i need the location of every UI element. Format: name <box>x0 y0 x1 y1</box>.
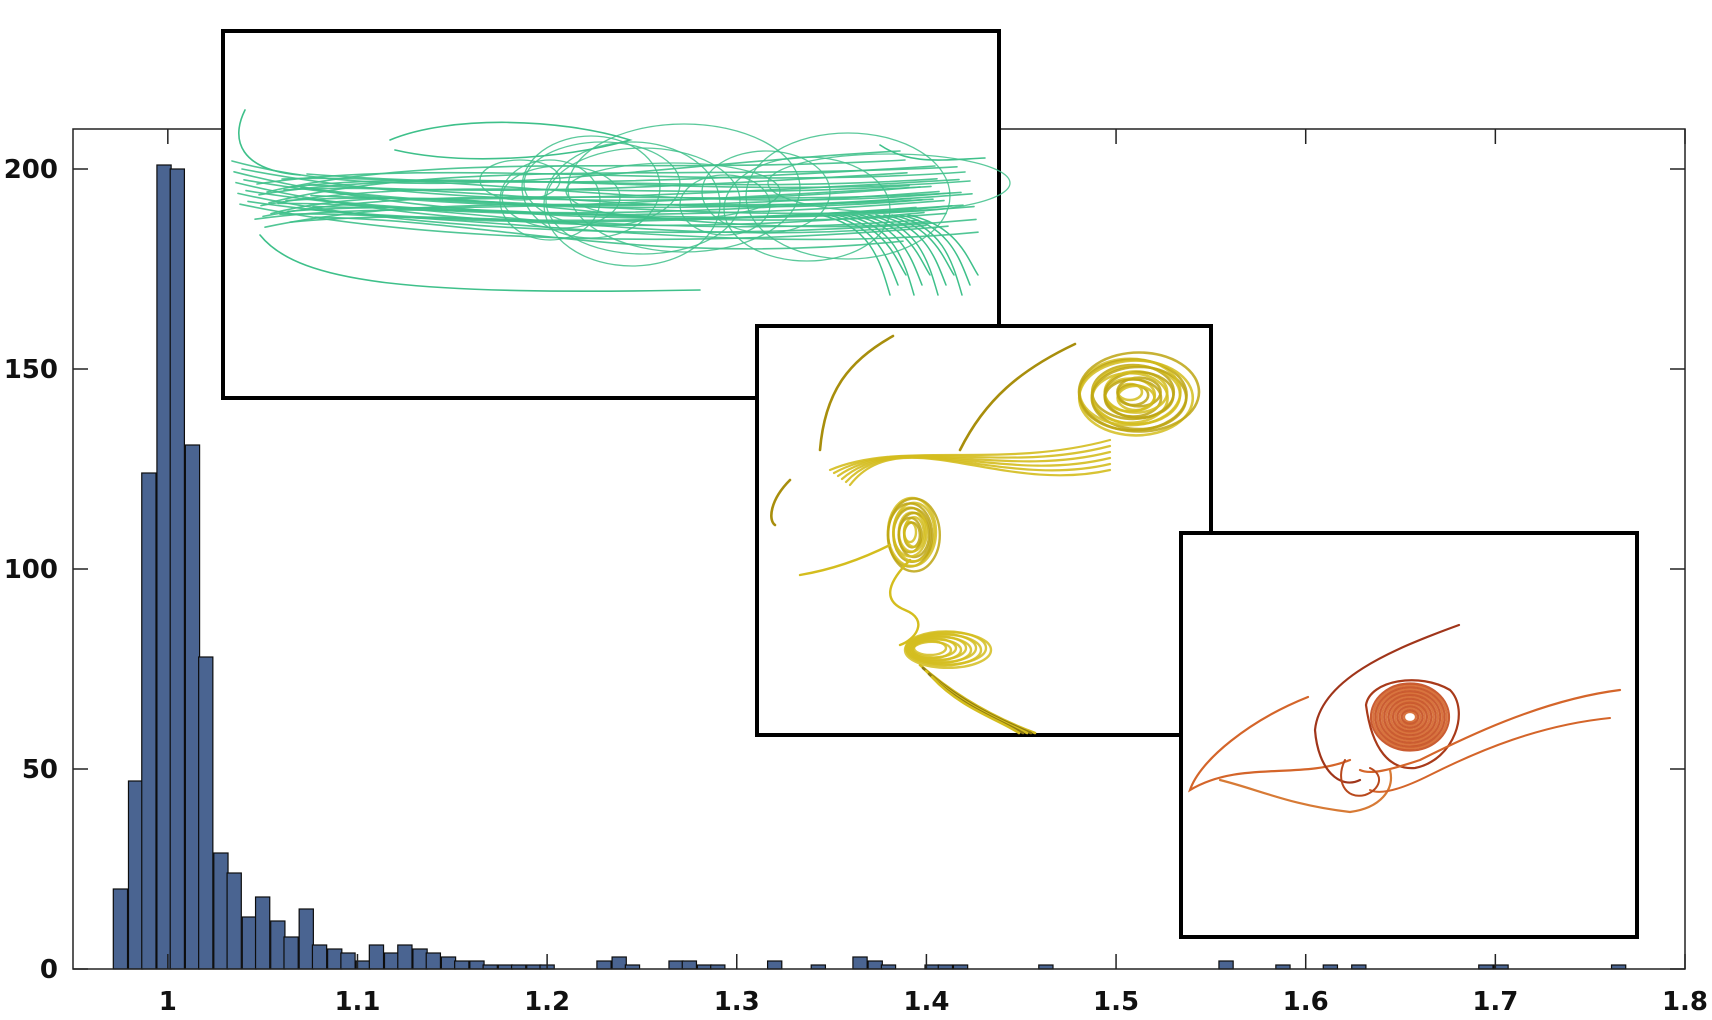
histogram-bar <box>127 780 144 970</box>
axis-tick-labels: 1 1.1 1.2 1.3 1.4 1.5 1.6 1.7 1.8 0 50 100 150 200 <box>4 155 1708 1017</box>
x-tick-label: 1.7 <box>1472 987 1518 1017</box>
inset-orange-streamlines <box>1179 531 1639 939</box>
y-tick-label: 200 <box>4 155 58 185</box>
y-tick-label: 100 <box>4 555 58 585</box>
x-tick-label: 1.3 <box>714 987 760 1017</box>
histogram-bar <box>596 960 612 970</box>
histogram-bar <box>311 944 328 970</box>
histogram-bar <box>412 948 428 970</box>
histogram-bar <box>241 916 258 970</box>
histogram-bar <box>1218 960 1234 970</box>
histogram-bar <box>254 896 271 970</box>
histogram-bar <box>340 952 356 970</box>
x-tick-label: 1.2 <box>524 987 570 1017</box>
histogram-bar <box>213 852 229 970</box>
y-tick-label: 0 <box>40 955 58 985</box>
histogram-bar <box>611 956 627 970</box>
x-tick-label: 1.8 <box>1662 987 1708 1017</box>
histogram-bar <box>766 960 783 970</box>
histogram-bar <box>397 944 413 970</box>
histogram-bar <box>141 472 157 970</box>
histogram-bar <box>867 960 883 970</box>
x-tick-label: 1 <box>159 987 177 1017</box>
histogram-bar <box>112 888 129 970</box>
histogram-bar <box>283 936 299 970</box>
y-tick-label: 50 <box>22 755 58 785</box>
x-tick-label: 1.4 <box>903 987 949 1017</box>
histogram-bar <box>852 956 868 970</box>
x-tick-label: 1.1 <box>334 987 380 1017</box>
histogram-bar <box>454 960 470 970</box>
histogram-bar <box>681 960 698 970</box>
x-tick-label: 1.6 <box>1283 987 1329 1017</box>
histogram-bar <box>198 656 214 970</box>
histogram-bar <box>425 952 442 970</box>
histogram-bar <box>184 444 201 970</box>
inset-yellow-streamlines <box>755 324 1213 737</box>
histogram-bar <box>298 908 314 970</box>
histogram-bar <box>270 920 286 970</box>
histogram-bar <box>668 960 684 970</box>
histogram-bar <box>368 944 385 970</box>
histogram-bar <box>440 956 457 970</box>
y-tick-label: 150 <box>4 355 58 385</box>
histogram-bar <box>327 948 343 970</box>
histogram-bars <box>112 164 1627 970</box>
histogram-bar <box>156 164 172 970</box>
histogram-bar <box>383 952 400 970</box>
x-tick-label: 1.5 <box>1093 987 1139 1017</box>
histogram-bar <box>226 872 242 970</box>
histogram-bar <box>469 960 485 970</box>
histogram-bar <box>169 168 186 970</box>
